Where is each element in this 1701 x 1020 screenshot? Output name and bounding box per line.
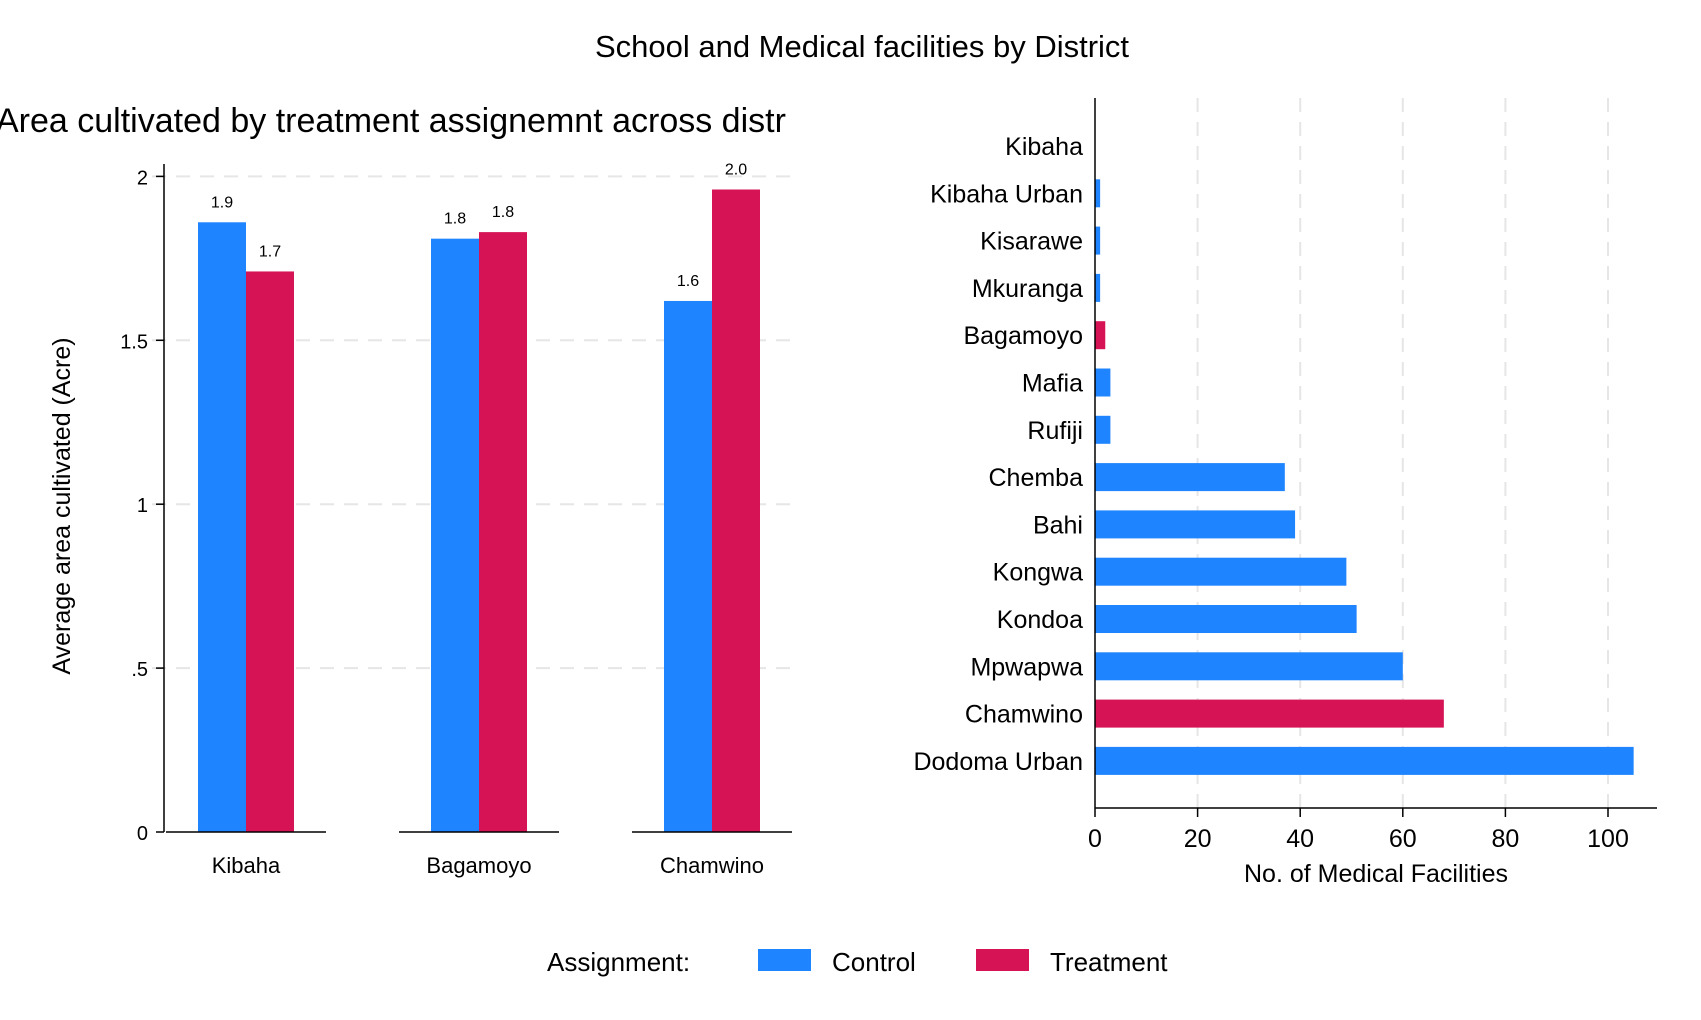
bar-treatment-chamwino (712, 189, 760, 832)
value-label-control-kibaha: 1.9 (211, 194, 233, 211)
right-y-tick-label: Mkuranga (972, 275, 1083, 303)
right-y-tick-label: Chamwino (965, 701, 1083, 729)
right-x-tick-label: 80 (1491, 825, 1519, 853)
legend: Assignment: Control Treatment (547, 947, 1168, 977)
right-chart-x-ticks: 0 20 40 60 80 100 (1088, 808, 1629, 853)
left-y-tick-label: 1 (137, 495, 148, 517)
left-chart-title: Area cultivated by treatment assignemnt … (0, 102, 786, 140)
bar-rufiji (1095, 415, 1111, 444)
right-chart-bars (1095, 179, 1634, 775)
left-chart-y-ticks: 0 .5 1 1.5 2 (120, 167, 164, 845)
left-chart-ylabel: Average area cultivated (Acre) (48, 337, 76, 674)
right-y-tick-label: Kibaha Urban (930, 180, 1083, 208)
left-x-tick-label: Bagamoyo (426, 853, 531, 878)
bar-kondoa (1095, 605, 1357, 633)
bar-mkuranga (1095, 273, 1101, 302)
left-chart-value-labels: 1.9 1.7 1.8 1.8 1.6 2.0 (211, 162, 747, 290)
left-chart-axes (163, 164, 792, 833)
bar-dodoma-urban (1095, 746, 1634, 775)
legend-label-treatment: Treatment (1050, 947, 1168, 977)
bar-treatment-bagamoyo (479, 232, 527, 833)
right-x-tick-label: 60 (1389, 825, 1417, 853)
medical-facilities-chart: Kibaha Kibaha Urban Kisarawe Mkuranga Bagamo… (913, 98, 1657, 888)
right-chart-axes (1094, 98, 1657, 809)
figure-title: School and Medical facilities by Distric… (595, 29, 1129, 64)
right-x-tick-label: 100 (1587, 825, 1629, 853)
right-chart-y-ticks: Kibaha Kibaha Urban Kisarawe Mkuranga Bagamo… (913, 133, 1083, 776)
bar-control-kibaha (198, 222, 246, 832)
value-label-control-bagamoyo: 1.8 (444, 211, 466, 228)
left-y-tick-label: 0 (137, 823, 148, 845)
value-label-treatment-kibaha: 1.7 (259, 243, 281, 260)
left-chart-bars (198, 189, 760, 833)
bar-kibaha-urban (1095, 179, 1101, 208)
right-chart-xlabel: No. of Medical Facilities (1244, 860, 1508, 888)
left-chart-x-ticks: Kibaha Bagamoyo Chamwino (212, 853, 764, 878)
right-y-tick-label: Mpwapwa (970, 653, 1083, 681)
value-label-treatment-bagamoyo: 1.8 (492, 204, 514, 221)
right-y-tick-label: Kondoa (997, 606, 1083, 634)
bar-control-chamwino (664, 300, 712, 833)
bar-mafia (1095, 368, 1111, 397)
left-y-tick-label: 1.5 (120, 331, 148, 353)
right-y-tick-label: Kibaha (1005, 133, 1083, 161)
value-label-control-chamwino: 1.6 (677, 273, 699, 290)
right-y-tick-label: Bahi (1033, 511, 1083, 539)
legend-swatch-control (758, 949, 811, 971)
legend-swatch-treatment (976, 949, 1029, 971)
right-y-tick-label: Kongwa (993, 559, 1083, 587)
legend-title: Assignment: (547, 947, 690, 977)
right-x-tick-label: 0 (1088, 825, 1102, 853)
right-y-tick-label: Chemba (989, 464, 1084, 492)
bar-kisarawe (1095, 226, 1101, 255)
left-x-tick-label: Chamwino (660, 853, 764, 878)
bar-treatment-kibaha (246, 271, 294, 833)
bar-control-bagamoyo (431, 238, 479, 833)
left-y-tick-label: .5 (131, 659, 148, 681)
legend-label-control: Control (832, 947, 916, 977)
bar-mpwapwa (1095, 652, 1403, 681)
right-y-tick-label: Rufiji (1027, 417, 1083, 445)
area-cultivated-chart: Area cultivated by treatment assignemnt … (0, 102, 800, 878)
right-x-tick-label: 20 (1184, 825, 1212, 853)
bar-bagamoyo (1095, 321, 1106, 350)
right-y-tick-label: Kisarawe (980, 228, 1083, 256)
bar-bahi (1095, 510, 1296, 539)
value-label-treatment-chamwino: 2.0 (725, 162, 747, 179)
left-x-tick-label: Kibaha (212, 853, 281, 878)
right-y-tick-label: Mafia (1022, 370, 1083, 398)
right-y-tick-label: Dodoma Urban (913, 748, 1083, 776)
right-y-tick-label: Bagamoyo (963, 322, 1083, 350)
right-x-tick-label: 40 (1286, 825, 1314, 853)
bar-chemba (1095, 463, 1285, 492)
bar-chamwino (1095, 699, 1444, 728)
bar-kongwa (1095, 557, 1347, 586)
left-y-tick-label: 2 (137, 167, 148, 189)
